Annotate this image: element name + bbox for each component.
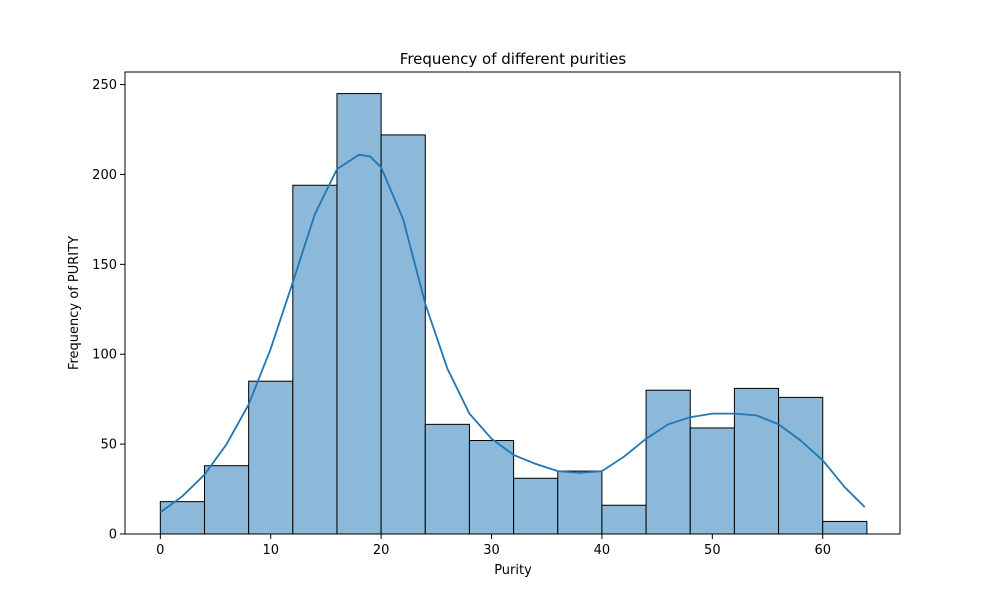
histogram-bar-3 — [292, 184, 338, 535]
x-axis-ticks: 0 10 20 30 40 50 60 — [156, 534, 831, 558]
x-tick-label: 10 — [262, 543, 279, 558]
histogram-bar-2 — [248, 380, 294, 535]
histogram-bar-1 — [203, 465, 250, 535]
y-tick-label: 200 — [92, 168, 117, 183]
y-tick-label: 0 — [109, 528, 117, 543]
y-tick-label: 50 — [100, 438, 117, 453]
histogram-bar-6 — [424, 423, 470, 535]
y-axis-label: Frequency of PURITY — [67, 236, 82, 370]
bars-group — [159, 93, 868, 535]
x-axis-label: Purity — [494, 563, 532, 578]
histogram-bar-9 — [557, 470, 603, 535]
x-tick-label: 20 — [373, 543, 390, 558]
histogram-bar-10 — [601, 504, 647, 535]
x-tick-label: 60 — [814, 543, 831, 558]
kde-line — [159, 153, 866, 514]
histogram-bar-15 — [822, 520, 868, 535]
histogram-bar-14 — [778, 396, 824, 535]
y-axis-ticks: 0 50 100 150 200 250 — [92, 78, 125, 543]
histogram-bar-4 — [336, 93, 382, 535]
chart-title: Frequency of different purities — [400, 50, 627, 68]
y-tick-label: 250 — [92, 78, 117, 93]
y-tick-label: 100 — [92, 348, 117, 363]
x-tick-label: 50 — [704, 543, 721, 558]
axes-frame — [124, 71, 901, 535]
x-tick-label: 0 — [156, 543, 164, 558]
histogram-bar-5 — [380, 134, 426, 535]
histogram-bar-7 — [468, 440, 515, 535]
histogram-bar-8 — [513, 477, 559, 535]
histogram-bar-11 — [645, 389, 691, 535]
x-tick-label: 40 — [594, 543, 611, 558]
x-tick-label: 30 — [483, 543, 500, 558]
histogram-bar-13 — [733, 387, 780, 535]
histogram-bar-12 — [689, 427, 735, 535]
y-tick-label: 150 — [92, 258, 117, 273]
